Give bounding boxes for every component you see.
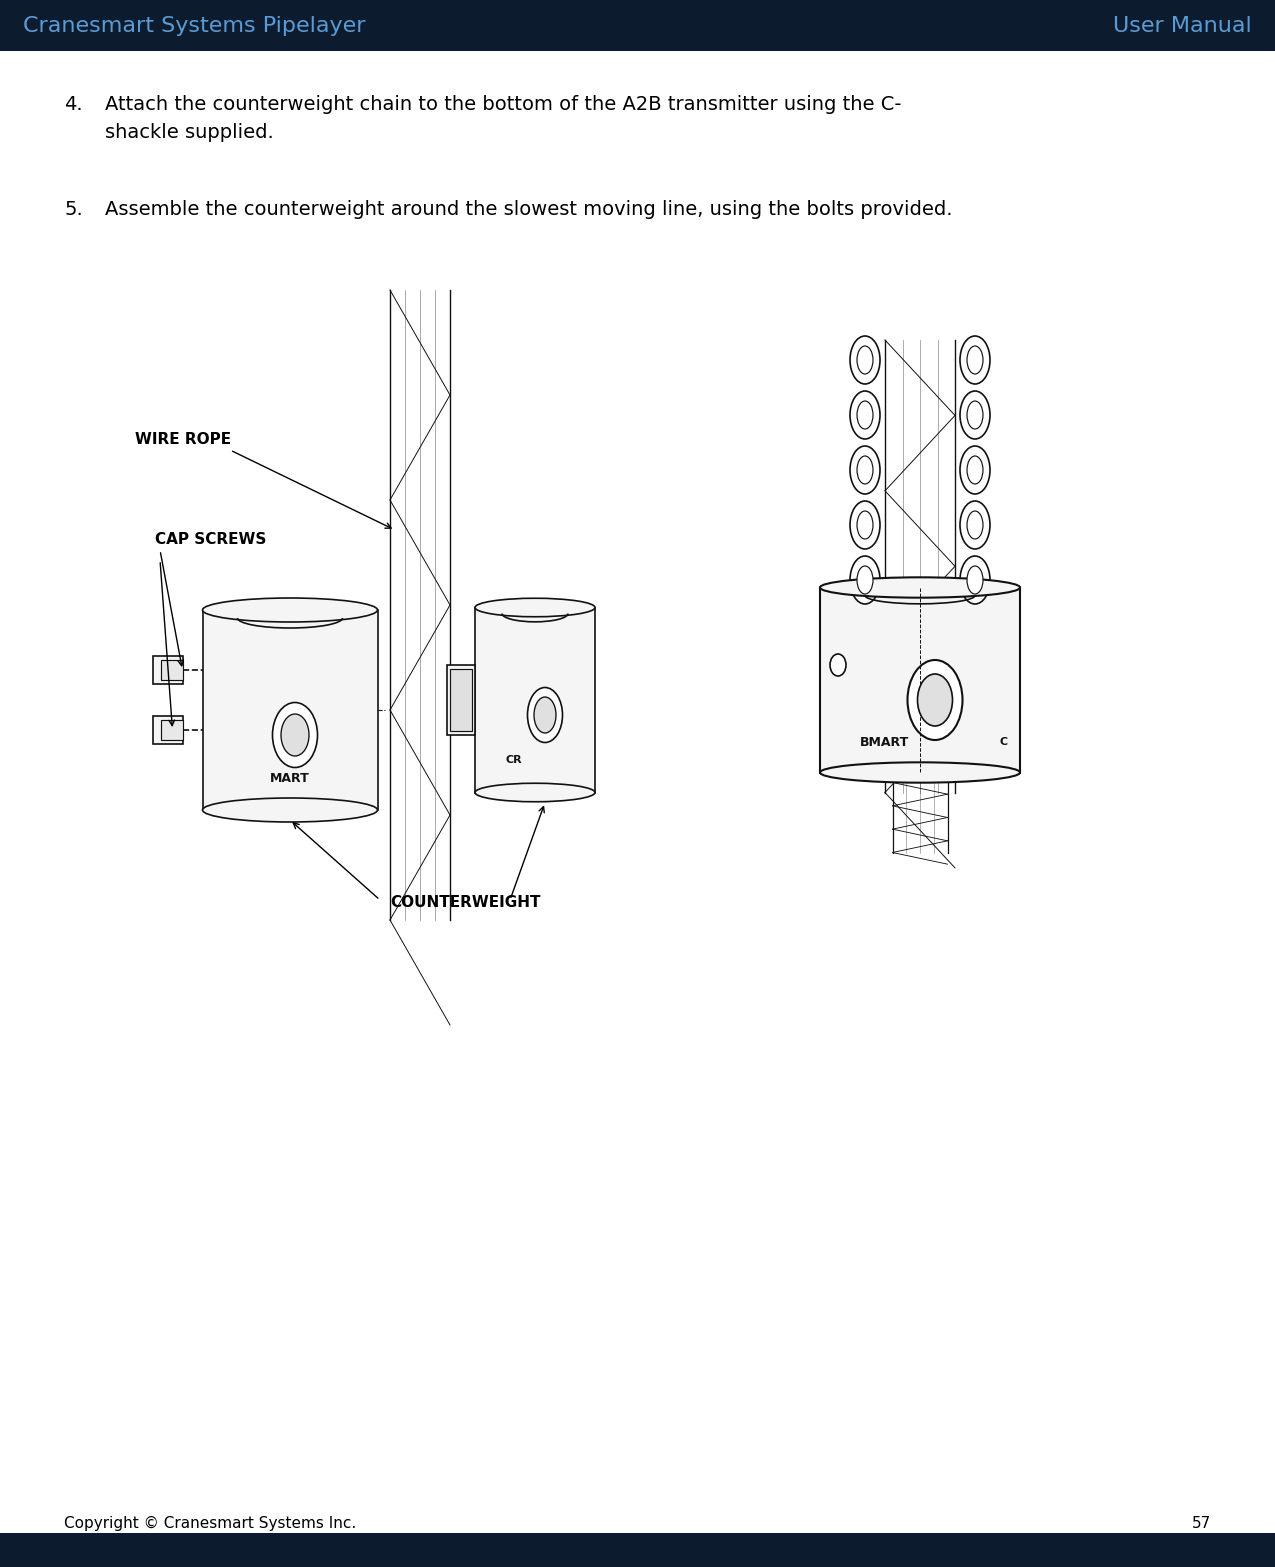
Ellipse shape [857, 346, 873, 375]
Bar [0, 0, 1275, 52]
Ellipse shape [476, 784, 595, 802]
Ellipse shape [830, 653, 847, 675]
Ellipse shape [966, 401, 983, 429]
Ellipse shape [273, 702, 317, 768]
Text: Assemble the counterweight around the slowest moving line, using the bolts provi: Assemble the counterweight around the sl… [105, 201, 952, 219]
Bar [161, 660, 182, 680]
Text: 57: 57 [1192, 1515, 1211, 1531]
Ellipse shape [857, 566, 873, 594]
Text: User Manual: User Manual [1113, 16, 1252, 36]
Ellipse shape [960, 392, 989, 439]
Ellipse shape [850, 447, 880, 494]
Ellipse shape [850, 501, 880, 548]
Text: C: C [1000, 736, 1009, 747]
Ellipse shape [960, 556, 989, 603]
Ellipse shape [476, 599, 595, 617]
Ellipse shape [966, 511, 983, 539]
Text: Cranesmart Systems Pipelayer: Cranesmart Systems Pipelayer [23, 16, 366, 36]
Ellipse shape [960, 335, 989, 384]
Ellipse shape [966, 346, 983, 375]
Text: MART: MART [270, 771, 310, 785]
Bar [448, 664, 476, 735]
Text: Copyright © Cranesmart Systems Inc.: Copyright © Cranesmart Systems Inc. [64, 1515, 356, 1531]
Ellipse shape [960, 447, 989, 494]
Bar [450, 669, 472, 730]
Ellipse shape [203, 599, 377, 622]
Ellipse shape [966, 456, 983, 484]
Ellipse shape [857, 456, 873, 484]
Ellipse shape [908, 660, 963, 740]
Text: CR: CR [505, 755, 521, 765]
Ellipse shape [850, 335, 880, 384]
Bar [153, 716, 182, 744]
Bar [820, 588, 1020, 773]
Ellipse shape [850, 556, 880, 603]
Bar [0, 1533, 1275, 1567]
Ellipse shape [820, 577, 1020, 597]
Text: COUNTERWEIGHT: COUNTERWEIGHT [390, 895, 541, 910]
Ellipse shape [528, 688, 562, 743]
Text: WIRE ROPE: WIRE ROPE [135, 432, 231, 448]
Ellipse shape [857, 401, 873, 429]
Text: 4.: 4. [64, 96, 83, 114]
Ellipse shape [960, 501, 989, 548]
Bar [161, 719, 182, 740]
Ellipse shape [966, 566, 983, 594]
Text: 5.: 5. [64, 201, 83, 219]
Ellipse shape [203, 798, 377, 823]
Ellipse shape [857, 511, 873, 539]
Ellipse shape [918, 674, 952, 726]
Bar [476, 608, 595, 793]
Ellipse shape [850, 392, 880, 439]
Bar [153, 657, 182, 685]
Ellipse shape [280, 715, 309, 755]
Text: Attach the counterweight chain to the bottom of the A2B transmitter using the C-: Attach the counterweight chain to the bo… [105, 96, 901, 143]
Bar [203, 610, 377, 810]
Text: CAP SCREWS: CAP SCREWS [156, 533, 266, 547]
Ellipse shape [820, 762, 1020, 782]
Ellipse shape [534, 697, 556, 733]
Text: BMART: BMART [861, 735, 909, 749]
